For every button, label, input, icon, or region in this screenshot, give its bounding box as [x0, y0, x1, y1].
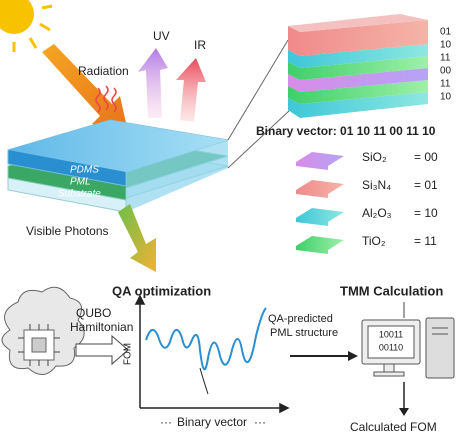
stack-code: 01	[440, 27, 452, 38]
legend-code: = 10	[414, 206, 438, 220]
screen-code: 00110	[379, 342, 403, 352]
layer-label: PML	[70, 177, 91, 188]
legend-code: = 01	[414, 178, 438, 192]
legend	[296, 152, 344, 254]
stack-code: 11	[440, 79, 451, 90]
dots: ···	[254, 415, 266, 429]
legend-code: = 00	[414, 150, 438, 164]
stack-code: 10	[440, 40, 452, 51]
result-arrow	[399, 382, 409, 416]
qa-title: QA optimization	[112, 283, 211, 298]
ir-arrow	[176, 58, 206, 122]
legend-material: TiO₂	[362, 234, 386, 248]
dots: ···	[160, 415, 172, 429]
radiation-label: Radiation	[78, 64, 129, 78]
legend-code: = 11	[414, 234, 437, 248]
visible-photons-label: Visible Photons	[26, 224, 109, 238]
uv-arrow	[138, 48, 168, 118]
layer-stack	[288, 14, 428, 118]
legend-material: Al₂O₃	[362, 206, 392, 220]
computer	[361, 317, 455, 379]
uv-label: UV	[153, 29, 170, 43]
stack-code: 00	[440, 66, 452, 77]
layer-label: Substrate	[58, 189, 101, 200]
screen-code: 10011	[379, 329, 403, 339]
hamiltonian-label: Hamiltonian	[70, 320, 133, 334]
y-axis-label: FOM	[123, 343, 134, 365]
stack-code: 11	[440, 53, 451, 64]
x-axis-label: Binary vector	[177, 415, 247, 429]
quantum-cloud	[1, 286, 85, 375]
legend-material: Si₃N₄	[362, 178, 391, 192]
qubo-arrow	[75, 334, 129, 366]
zoom-line	[227, 39, 289, 141]
fom-axes	[134, 294, 290, 414]
tmm-title: TMM Calculation	[340, 283, 443, 298]
stack-code: 10	[440, 92, 452, 103]
ir-label: IR	[194, 38, 206, 52]
device	[7, 119, 229, 213]
layer-label: PDMS	[70, 165, 99, 176]
prediction-label: QA-predicted	[268, 313, 333, 325]
result-label: Calculated FOM	[350, 420, 437, 434]
prediction-arrow	[290, 351, 358, 361]
legend-material: SiO₂	[362, 150, 387, 164]
sun	[0, 0, 53, 52]
binary-vector: Binary vector: 01 10 11 00 11 10	[256, 124, 436, 138]
hamiltonian-label: QUBO	[76, 306, 111, 320]
fom-curve	[145, 307, 267, 371]
sunlight-arrow	[42, 44, 128, 132]
minimum-marker	[199, 367, 209, 395]
zoom-line	[227, 109, 291, 169]
visible-arrow	[118, 204, 156, 272]
prediction-label: PML structure	[270, 327, 338, 339]
heat-waves	[95, 85, 117, 113]
